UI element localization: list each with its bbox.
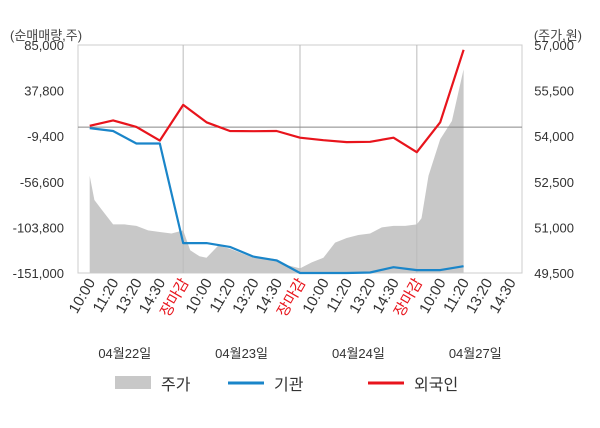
day-label: 04월24일 (332, 346, 385, 361)
plot-area (77, 44, 523, 275)
day-label: 04월22일 (98, 346, 151, 361)
right-axis-tick-label: 51,000 (534, 220, 574, 235)
series-line-foreign (89, 49, 465, 154)
left-axis-tick-label: -103,800 (13, 220, 64, 235)
left-axis-tick-label: 37,800 (24, 84, 64, 99)
left-axis-tick-label: -9,400 (27, 129, 64, 144)
legend-swatch-area (115, 376, 151, 389)
left-axis-tick-label: -151,000 (13, 266, 64, 281)
legend-label: 주가 (161, 376, 191, 394)
series-line-institution (89, 127, 464, 275)
left-axis-tick-label: -56,600 (20, 175, 64, 190)
day-label: 04월27일 (449, 346, 502, 361)
left-axis-unit: (순매매량,주) (10, 28, 82, 43)
right-axis-unit: (주가,원) (534, 28, 582, 43)
right-axis-tick-label: 49,500 (534, 266, 574, 281)
right-axis-tick-label: 52,500 (534, 175, 574, 190)
day-label: 04월23일 (215, 346, 268, 361)
legend-label: 기관 (274, 376, 304, 394)
right-axis-tick-label: 55,500 (534, 84, 574, 99)
price-area-series (89, 69, 464, 273)
axes: 85,000 37,800 -9,400 -56,600 -103,800 -151,00… (13, 38, 574, 361)
right-axis-tick-label: 57,000 (534, 38, 574, 53)
left-axis-tick-label: 85,000 (24, 38, 64, 53)
right-axis-tick-label: 54,000 (534, 129, 574, 144)
legend: 주가 기관 외국인 (115, 376, 458, 394)
legend-label: 외국인 (414, 376, 458, 394)
